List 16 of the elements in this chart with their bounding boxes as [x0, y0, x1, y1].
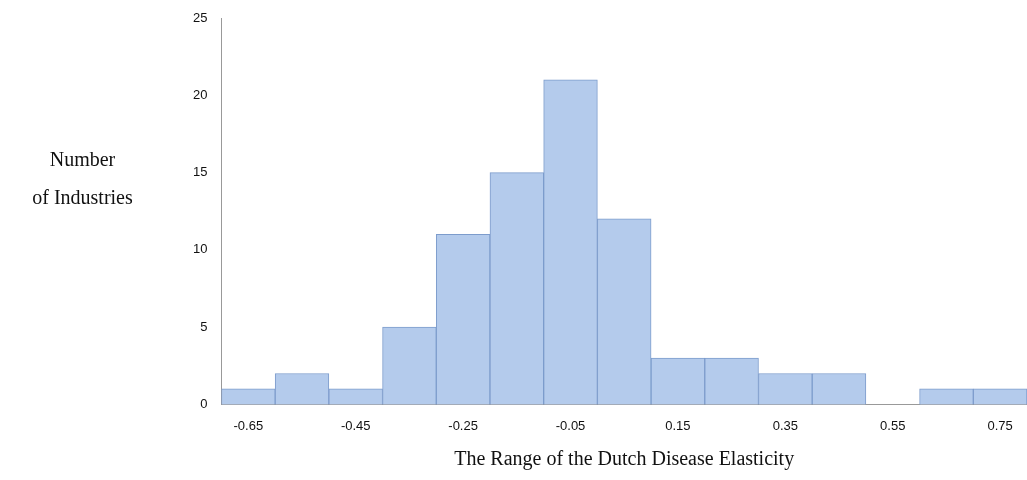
- y-tick-label: 15: [192, 164, 208, 180]
- x-tick-label: -0.45: [340, 417, 371, 433]
- x-tick-label: -0.25: [448, 417, 478, 433]
- x-tick-label: 0.55: [880, 417, 906, 433]
- y-tick-label: 0: [200, 395, 208, 411]
- y-tick-label: 25: [192, 9, 208, 25]
- y-tick-label: 20: [192, 86, 208, 102]
- x-tick-label: -0.65: [233, 417, 264, 433]
- x-tick-label: 0.75: [987, 417, 1013, 433]
- y-axis-title: Number of Industries: [31, 147, 134, 210]
- x-tick-label: 0.15: [665, 417, 691, 433]
- x-tick-label: 0.35: [772, 417, 798, 433]
- x-tick-label: -0.05: [555, 417, 586, 433]
- y-tick-label: 5: [200, 318, 208, 334]
- y-tick-label: 10: [192, 241, 208, 257]
- x-axis-title: The Range of the Dutch Disease Elasticity: [454, 447, 795, 471]
